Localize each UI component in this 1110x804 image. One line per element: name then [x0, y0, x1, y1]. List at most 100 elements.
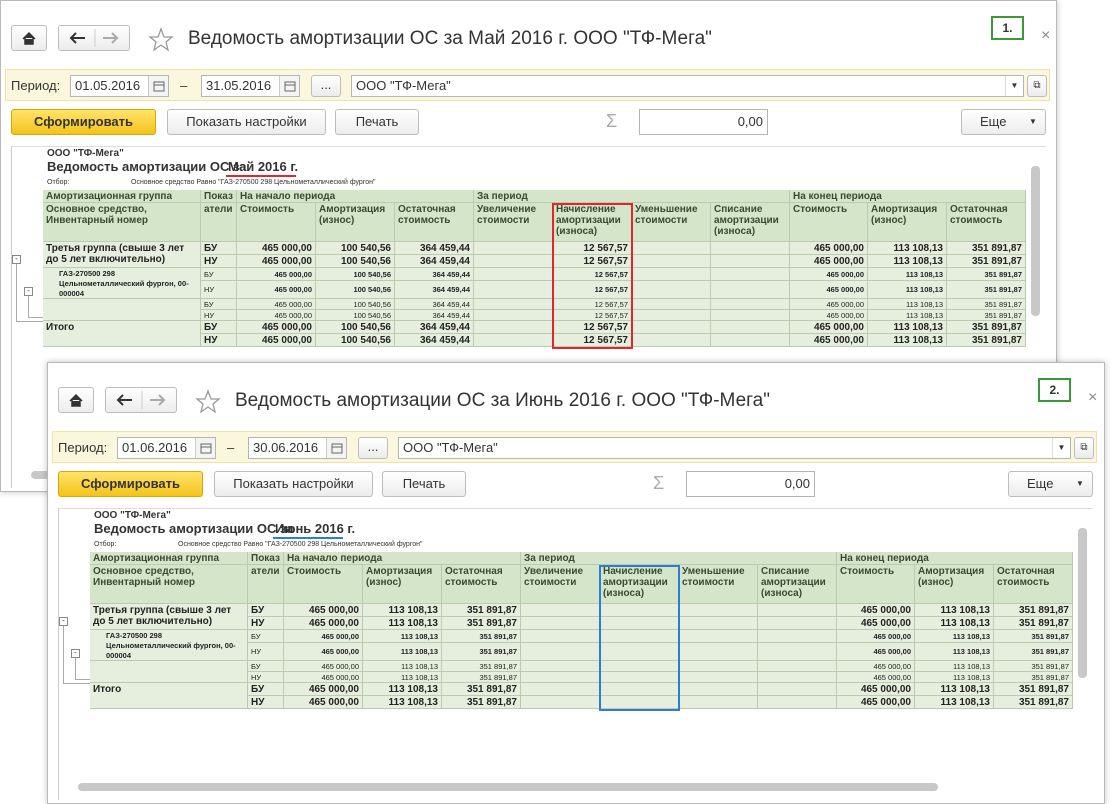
value-cell: 351 891,87: [947, 255, 1026, 268]
value-cell: 364 459,44: [395, 268, 474, 281]
close-button[interactable]: ×: [1088, 389, 1098, 406]
value-cell: 465 000,00: [837, 683, 915, 696]
header-cell: Остаточная стоимость: [395, 203, 474, 242]
home-button[interactable]: [58, 387, 94, 413]
header-cell: Стоимость: [284, 565, 363, 604]
value-cell: 351 891,87: [442, 630, 521, 643]
value-cell: [632, 255, 711, 268]
period-label: Период:: [58, 440, 108, 455]
sum-field: 0,00: [639, 109, 768, 135]
filter-label: Отбор:: [47, 179, 70, 186]
print-button[interactable]: Печать: [382, 471, 466, 497]
favorite-star[interactable]: [148, 27, 174, 53]
tree-line: [63, 625, 64, 683]
settings-button[interactable]: Показать настройки: [167, 109, 326, 135]
value-cell: [711, 310, 790, 321]
collapse-toggle[interactable]: -: [24, 287, 33, 296]
collapse-toggle[interactable]: -: [59, 617, 68, 626]
group-label: Итого: [90, 683, 248, 709]
tree-line: [28, 295, 29, 317]
generate-button[interactable]: Сформировать: [58, 471, 203, 497]
header-cell: Основное средство, Инвентарный номер: [43, 203, 201, 242]
collapse-toggle[interactable]: -: [12, 255, 21, 264]
value-cell: [679, 643, 758, 661]
value-cell: 113 108,13: [363, 672, 442, 683]
value-cell: 364 459,44: [395, 334, 474, 347]
generate-button[interactable]: Сформировать: [11, 109, 156, 135]
period-label: Период:: [11, 78, 61, 93]
group-label: Третья группа (свыше 3 лет до 5 лет вклю…: [90, 604, 248, 630]
value-cell: [474, 255, 553, 268]
value-cell: [711, 299, 790, 310]
dropdown-arrow[interactable]: ▼: [1005, 76, 1023, 96]
value-cell: [711, 242, 790, 255]
indicator: БУ: [248, 661, 284, 672]
header-cell: Увеличение стоимости: [474, 203, 553, 242]
favorite-star[interactable]: [195, 389, 221, 415]
value-cell: [711, 255, 790, 268]
value-cell: 465 000,00: [837, 696, 915, 709]
value-cell: [521, 617, 600, 630]
value-cell: 100 540,56: [316, 242, 395, 255]
print-button[interactable]: Печать: [335, 109, 419, 135]
value-cell: 351 891,87: [947, 310, 1026, 321]
value-cell: [474, 242, 553, 255]
company-input[interactable]: ООО "ТФ-Мега": [351, 75, 1024, 97]
calendar-icon: [148, 76, 168, 96]
value-cell: [679, 630, 758, 643]
value-cell: [474, 299, 553, 310]
value-cell: [711, 334, 790, 347]
date-input[interactable]: 31.05.2016: [201, 75, 300, 97]
tree-line: [75, 679, 90, 680]
v-scrollbar: [1031, 166, 1040, 316]
group-label: Итого: [43, 321, 201, 347]
more-button[interactable]: Еще: [1008, 471, 1093, 497]
open-button[interactable]: ⧉: [1074, 437, 1094, 459]
value-cell: 364 459,44: [395, 299, 474, 310]
calendar-icon: [279, 76, 299, 96]
value-cell: [521, 683, 600, 696]
value-cell: [711, 321, 790, 334]
home-button[interactable]: [11, 25, 47, 51]
settings-button[interactable]: Показать настройки: [214, 471, 373, 497]
calendar-icon: [326, 438, 346, 458]
open-button[interactable]: ⧉: [1027, 75, 1047, 97]
close-button[interactable]: ×: [1041, 27, 1051, 44]
value-cell: 351 891,87: [994, 672, 1073, 683]
value-cell: 351 891,87: [994, 617, 1073, 630]
collapse-toggle[interactable]: -: [71, 649, 80, 658]
date-input[interactable]: 30.06.2016: [248, 437, 347, 459]
indicator: БУ: [201, 242, 237, 255]
value-cell: 465 000,00: [237, 242, 316, 255]
indicator: НУ: [248, 617, 284, 630]
company-input[interactable]: ООО "ТФ-Мега": [398, 437, 1071, 459]
value-cell: 465 000,00: [790, 255, 868, 268]
window-badge: 1.: [991, 16, 1024, 40]
value-cell: 113 108,13: [868, 281, 947, 299]
value-cell: 465 000,00: [284, 672, 363, 683]
value-cell: [474, 268, 553, 281]
value-cell: [758, 672, 837, 683]
value-cell: 351 891,87: [947, 268, 1026, 281]
value-cell: [758, 617, 837, 630]
header-cell: Списание амортизации (износа): [711, 203, 790, 242]
date-input[interactable]: 01.06.2016: [117, 437, 216, 459]
nav-buttons[interactable]: [105, 387, 177, 413]
header-cell: Основное средство, Инвентарный номер: [90, 565, 248, 604]
value-cell: 465 000,00: [284, 617, 363, 630]
more-button[interactable]: Еще: [961, 109, 1046, 135]
value-cell: 465 000,00: [837, 672, 915, 683]
date-input[interactable]: 01.05.2016: [70, 75, 169, 97]
calendar-icon: [195, 438, 215, 458]
nav-buttons[interactable]: [58, 25, 130, 51]
indicator: БУ: [201, 321, 237, 334]
select-period-button[interactable]: ...: [358, 437, 388, 459]
period-underline: [226, 175, 296, 177]
select-period-button[interactable]: ...: [311, 75, 341, 97]
column-highlight: [552, 203, 633, 349]
window: Ведомость амортизации ОС за Июнь 2016 г.…: [47, 362, 1105, 804]
dropdown-arrow[interactable]: ▼: [1052, 438, 1070, 458]
header-cell: атели: [248, 565, 284, 604]
header-cell: Начисление амортизации (износа): [600, 565, 679, 604]
value-cell: [758, 683, 837, 696]
